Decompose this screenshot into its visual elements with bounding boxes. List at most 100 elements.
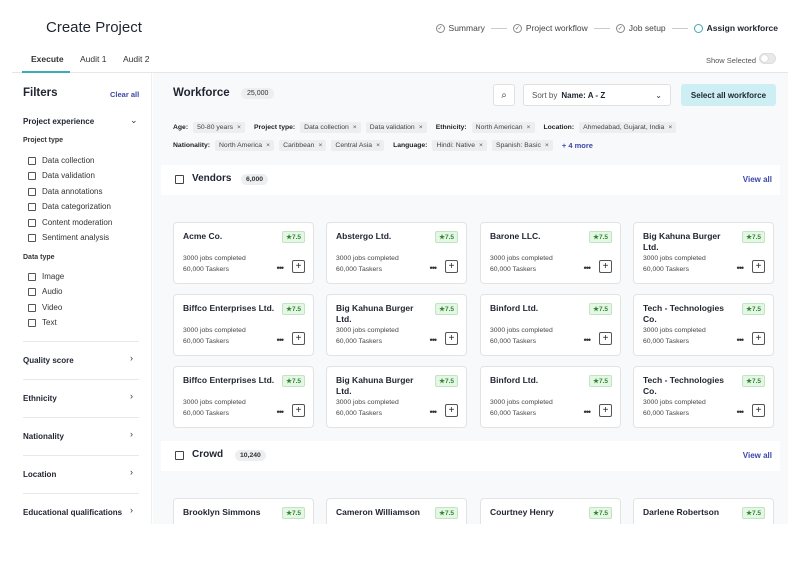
vendor-card[interactable]: Tech - Technologies Co. ★7.5 3000 jobs com… — [633, 366, 774, 428]
filter-educational-qualifications[interactable]: Educational qualifications — [23, 508, 123, 517]
vendor-card[interactable]: Big Kahuna Burger Ltd. ★7.5 3000 jobs comp… — [326, 366, 467, 428]
vendor-card[interactable]: Abstergo Ltd. ★7.5 3000 jobs completed 60,0… — [326, 222, 467, 284]
more-options-icon[interactable]: ••• — [276, 263, 285, 273]
more-options-icon[interactable]: ••• — [429, 407, 438, 417]
add-icon[interactable]: + — [752, 332, 765, 345]
more-options-icon[interactable]: ••• — [276, 407, 285, 417]
filter-chip[interactable]: Hindi: Native × — [432, 140, 487, 151]
filter-nationality[interactable]: Nationality — [23, 432, 64, 441]
more-options-icon[interactable]: ••• — [583, 263, 592, 273]
search-icon[interactable]: ⌕ — [493, 84, 515, 106]
vendor-card[interactable]: Acme Co. ★7.5 3000 jobs completed 60,000 Ta… — [173, 222, 314, 284]
checkbox[interactable] — [28, 156, 36, 165]
tab-audit-2[interactable]: Audit 2 — [123, 54, 150, 64]
add-icon[interactable]: + — [445, 332, 458, 345]
vendor-card[interactable]: Biffco Enterprises Ltd. ★7.5 3000 jobs com… — [173, 294, 314, 356]
more-options-icon[interactable]: ••• — [736, 335, 745, 345]
checkbox-audio[interactable]: Audio — [28, 287, 62, 296]
filter-chip[interactable]: Ahmedabad, Gujarat, India × — [579, 122, 677, 133]
checkbox-content-moderation[interactable]: Content moderation — [28, 218, 112, 227]
vendor-card[interactable]: Barone LLC. ★7.5 3000 jobs completed 60,000… — [480, 222, 621, 284]
vendors-view-all-link[interactable]: View all — [742, 175, 772, 184]
project-experience-title[interactable]: Project experience — [23, 117, 95, 126]
vendor-card[interactable]: Binford Ltd. ★7.5 3000 jobs completed 60,00… — [480, 294, 621, 356]
chevron-down-icon[interactable]: ⌄ — [130, 115, 138, 125]
more-options-icon[interactable]: ••• — [429, 335, 438, 345]
filter-chip[interactable]: Data validation × — [365, 122, 427, 133]
select-all-workforce-button[interactable]: Select all workforce — [681, 84, 776, 106]
chevron-right-icon[interactable]: › — [130, 353, 133, 363]
close-icon[interactable]: × — [266, 142, 271, 149]
more-options-icon[interactable]: ••• — [429, 263, 438, 273]
filter-chip[interactable]: 50-80 years × — [193, 122, 245, 133]
chevron-right-icon[interactable]: › — [130, 505, 133, 515]
close-icon[interactable]: × — [237, 124, 241, 131]
add-icon[interactable]: + — [445, 404, 458, 417]
crowd-view-all-link[interactable]: View all — [742, 451, 772, 460]
close-icon[interactable]: × — [478, 142, 483, 149]
step-assign-workforce[interactable]: Assign workforce — [693, 23, 778, 33]
close-icon[interactable]: × — [352, 124, 357, 131]
add-icon[interactable]: + — [752, 404, 765, 417]
checkbox[interactable] — [28, 233, 36, 242]
add-icon[interactable]: + — [292, 332, 305, 345]
vendors-select-checkbox[interactable] — [175, 175, 184, 184]
crowd-select-checkbox[interactable] — [175, 451, 184, 460]
add-icon[interactable]: + — [599, 404, 612, 417]
close-icon[interactable]: × — [318, 142, 323, 149]
vendor-card[interactable]: Binford Ltd. ★7.5 3000 jobs completed 60,00… — [480, 366, 621, 428]
checkbox-data-collection[interactable]: Data collection — [28, 156, 94, 165]
chevron-right-icon[interactable]: › — [130, 429, 133, 439]
checkbox-data-categorization[interactable]: Data categorization — [28, 202, 111, 211]
sort-dropdown[interactable]: Sort by Name: A - Z ⌄ — [523, 84, 671, 106]
close-icon[interactable]: × — [418, 124, 423, 131]
checkbox[interactable] — [28, 202, 36, 211]
more-options-icon[interactable]: ••• — [276, 335, 285, 345]
filter-quality-score[interactable]: Quality score — [23, 356, 74, 365]
filter-chip[interactable]: Central Asia × — [331, 140, 385, 151]
more-filters-link[interactable]: + 4 more — [561, 141, 593, 150]
filter-ethnicity[interactable]: Ethnicity — [23, 394, 57, 403]
add-icon[interactable]: + — [599, 332, 612, 345]
close-icon[interactable]: × — [544, 142, 549, 149]
chevron-right-icon[interactable]: › — [130, 467, 133, 477]
step-job-setup[interactable]: ✓ Job setup — [615, 23, 666, 33]
vendor-card[interactable]: Tech - Technologies Co. ★7.5 3000 jobs com… — [633, 294, 774, 356]
add-icon[interactable]: + — [292, 404, 305, 417]
chevron-right-icon[interactable]: › — [130, 391, 133, 401]
checkbox[interactable] — [28, 287, 36, 296]
more-options-icon[interactable]: ••• — [736, 263, 745, 273]
close-icon[interactable]: × — [376, 142, 381, 149]
clear-all-link[interactable]: Clear all — [110, 90, 140, 99]
checkbox-video[interactable]: Video — [28, 303, 62, 312]
add-icon[interactable]: + — [445, 260, 458, 273]
vendor-card[interactable]: Big Kahuna Burger Ltd. ★7.5 3000 jobs comp… — [326, 294, 467, 356]
checkbox[interactable] — [28, 187, 36, 196]
checkbox[interactable] — [28, 171, 36, 180]
tab-audit-1[interactable]: Audit 1 — [80, 54, 107, 64]
filter-chip[interactable]: North America × — [215, 140, 275, 151]
add-icon[interactable]: + — [292, 260, 305, 273]
more-options-icon[interactable]: ••• — [583, 335, 592, 345]
close-icon[interactable]: × — [668, 124, 673, 131]
filter-chip[interactable]: Data collection × — [300, 122, 361, 133]
checkbox-image[interactable]: Image — [28, 272, 64, 281]
checkbox[interactable] — [28, 218, 36, 227]
show-selected-toggle[interactable] — [759, 53, 776, 64]
tab-execute[interactable]: Execute — [31, 54, 64, 64]
more-options-icon[interactable]: ••• — [583, 407, 592, 417]
checkbox[interactable] — [28, 318, 36, 327]
vendor-card[interactable]: Biffco Enterprises Ltd. ★7.5 3000 jobs com… — [173, 366, 314, 428]
close-icon[interactable]: × — [526, 124, 531, 131]
step-summary[interactable]: ✓ Summary — [435, 23, 485, 33]
checkbox-text[interactable]: Text — [28, 318, 57, 327]
filter-chip[interactable]: Spanish: Basic × — [491, 140, 553, 151]
filter-location[interactable]: Location — [23, 470, 57, 479]
checkbox[interactable] — [28, 272, 36, 281]
checkbox-data-validation[interactable]: Data validation — [28, 171, 95, 180]
step-project-workflow[interactable]: ✓ Project workflow — [512, 23, 588, 33]
